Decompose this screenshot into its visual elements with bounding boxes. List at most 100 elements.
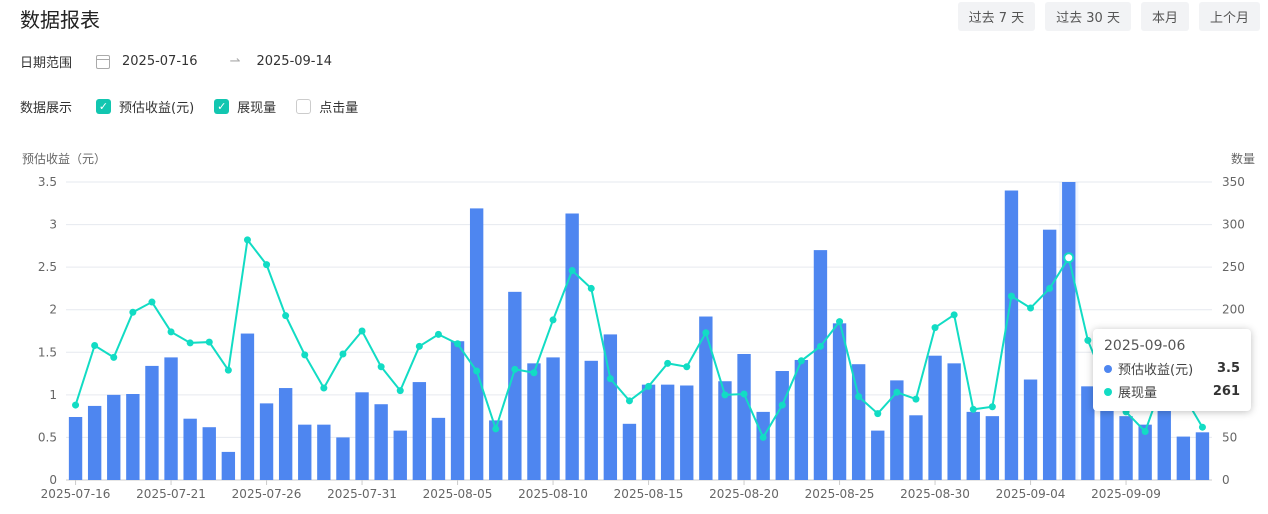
bar [374,404,388,480]
bar [508,291,522,480]
line-point [492,425,500,433]
x-tick-label: 2025-08-10 [518,487,588,501]
bar [107,394,121,480]
date-range-label: 日期范围 [20,56,73,71]
date-end[interactable]: 2025-09-14 [256,54,333,69]
y-right-tick-label: 350 [1222,175,1245,189]
line-point [721,391,729,399]
x-tick-label: 2025-07-16 [41,487,111,501]
line-point [454,340,462,348]
line-point [1084,336,1092,344]
tooltip-date: 2025-09-06 [1104,338,1186,354]
bar [240,333,255,480]
checkbox-clicks[interactable]: 点击量 [296,97,358,116]
date-range-picker[interactable]: 2025-07-16 ⇀ 2025-09-14 [96,54,332,69]
line-point [186,339,194,347]
y-left-tick-label: 1 [49,388,57,402]
line-point [1198,423,1206,431]
check-icon: ✓ [96,99,112,114]
line-point [320,384,328,392]
bar [393,430,407,480]
line-point [358,327,366,335]
date-start[interactable]: 2025-07-16 [122,54,198,69]
line-point [415,342,423,350]
bar [259,403,274,480]
bar [622,423,637,480]
range-button-this-month[interactable]: 本月 [1140,2,1189,31]
bar [202,427,216,480]
line-point [511,365,519,373]
line-point [549,316,557,324]
bar [985,416,1000,480]
bar [871,430,885,480]
line-point [339,350,347,358]
bar [756,411,770,480]
bar [1062,182,1076,480]
line-point [587,284,595,292]
y-left-tick-label: 1.5 [38,345,57,359]
bar [183,418,197,480]
range-button-last-30-days[interactable]: 过去 30 天 [1045,2,1131,31]
range-buttons: 过去 7 天 过去 30 天 本月 上个月 [957,2,1260,31]
bar [145,365,159,480]
line-point [931,324,939,332]
line-point [1027,304,1035,312]
bar [1176,436,1191,480]
tooltip-value-revenue: 3.5 [1216,361,1240,376]
line-point [568,267,576,275]
line-point [129,308,137,316]
x-tick-label: 2025-09-04 [996,487,1066,501]
y-left-tick-label: 0.5 [38,430,57,444]
line-point [645,382,653,390]
line-point [396,387,404,395]
bar [1138,424,1152,480]
bar [1081,386,1095,480]
bar [1042,229,1057,480]
line-point [683,363,691,371]
line-point [282,312,290,320]
tooltip-row-revenue: 预估收益(元) 3.5 [1104,359,1240,378]
y-left-tick-label: 0 [49,473,57,487]
tooltip-row-impressions: 展现量 261 [1104,382,1240,401]
bar [298,424,312,480]
line-point [759,433,767,441]
bar [1157,407,1171,480]
line-point [874,410,882,418]
x-tick-label: 2025-07-31 [327,487,397,501]
line-point [301,351,309,359]
bar [947,363,961,480]
bar [775,371,789,480]
line-point [836,318,844,326]
bar [412,382,427,480]
bar [68,416,83,480]
line-point [988,403,996,411]
y-right-tick-label: 200 [1222,303,1245,317]
checkbox-impressions[interactable]: ✓ 展现量 [214,97,276,116]
line-point [740,390,748,398]
line-point [1141,427,1149,435]
line-point [1046,284,1054,292]
line-point [950,311,958,319]
line-point [224,366,232,374]
bar [699,316,713,480]
x-tick-label: 2025-08-25 [805,487,875,501]
bar [966,411,980,480]
y-right-tick-label: 50 [1222,430,1237,444]
line-point [263,261,271,269]
bar [737,353,751,480]
combo-chart[interactable]: 预估收益（元）数量00.511.522.533.5050100150200250… [0,140,1268,514]
checkbox-clicks-label: 点击量 [319,101,359,116]
line-point [664,359,672,367]
x-tick-label: 2025-07-21 [136,487,206,501]
bar [603,334,618,480]
line-point [912,395,920,403]
bar [641,384,656,480]
line-point [110,353,118,361]
checkbox-revenue[interactable]: ✓ 预估收益(元) [96,97,194,116]
bar [1195,432,1210,480]
range-button-last-7-days[interactable]: 过去 7 天 [957,2,1036,31]
checkbox-impressions-label: 展现量 [237,101,277,116]
checkbox-empty-icon [296,99,312,114]
range-button-last-month[interactable]: 上个月 [1198,2,1260,31]
line-point [1007,292,1015,300]
